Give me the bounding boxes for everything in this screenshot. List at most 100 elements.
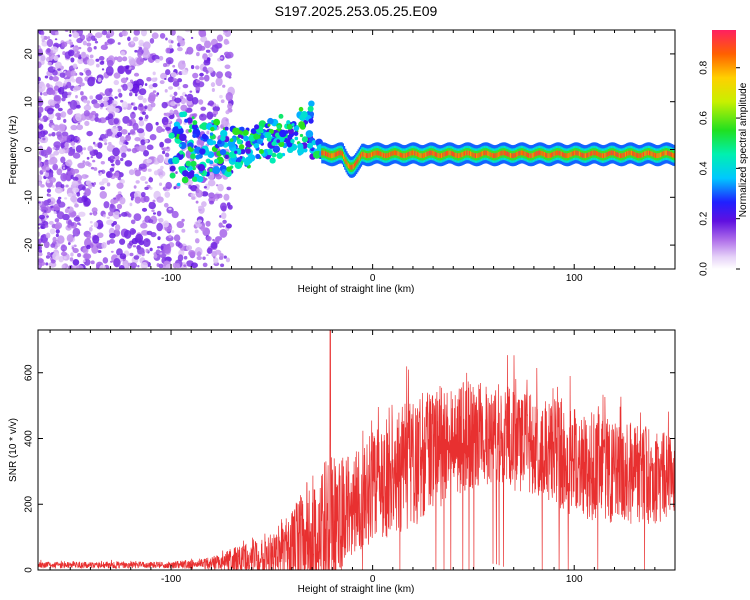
heat-cell	[204, 183, 210, 191]
heat-cell	[108, 99, 113, 104]
heat-cell	[422, 153, 426, 158]
heat-cell	[225, 257, 231, 263]
heat-cell	[661, 151, 664, 157]
heat-cell	[245, 148, 251, 154]
heat-cell	[482, 151, 485, 156]
heat-cell	[109, 238, 115, 244]
heat-cell	[60, 251, 68, 257]
heat-cell	[58, 86, 65, 95]
heat-cell	[219, 94, 223, 99]
heat-cell	[104, 88, 112, 97]
heat-cell	[558, 150, 561, 156]
heat-cell	[117, 88, 122, 93]
heat-cell	[329, 153, 332, 158]
heat-cell	[183, 264, 187, 268]
heat-cell	[207, 179, 216, 187]
heat-cell	[148, 201, 154, 207]
heat-cell	[210, 82, 216, 88]
heat-cell	[84, 188, 91, 197]
heat-cell	[134, 49, 138, 53]
heat-cell	[75, 95, 78, 99]
heat-cell	[607, 151, 611, 157]
heat-cell	[106, 216, 111, 219]
heat-cell	[57, 68, 61, 71]
heat-cell	[115, 159, 121, 166]
heat-cell	[130, 111, 136, 119]
heat-cell	[195, 79, 201, 84]
heat-cell	[42, 137, 46, 141]
heat-cell	[75, 145, 83, 153]
heat-cell	[428, 150, 432, 156]
heat-cell	[489, 151, 492, 157]
colorbar-gradient	[712, 30, 736, 269]
heat-cell	[39, 162, 43, 167]
heat-cell	[361, 151, 364, 157]
heat-cell	[149, 133, 157, 141]
heat-cell	[583, 153, 586, 159]
heat-cell	[142, 41, 151, 50]
heat-cell	[205, 220, 211, 227]
heat-cell	[184, 139, 188, 143]
heat-cell	[120, 157, 124, 162]
heat-cell	[477, 153, 480, 158]
heat-cell	[619, 153, 623, 159]
heat-cell	[41, 38, 45, 43]
heat-cell	[38, 48, 43, 54]
heat-cell	[237, 134, 242, 138]
heat-cell	[93, 221, 99, 228]
heat-cell	[307, 105, 314, 112]
heat-cell	[271, 152, 277, 158]
heat-cell	[76, 222, 81, 226]
heat-cell	[546, 153, 549, 158]
heat-cell	[196, 175, 204, 183]
heat-cell	[299, 133, 304, 138]
heat-cell	[38, 231, 41, 237]
heat-cell	[328, 152, 331, 158]
heat-cell	[113, 158, 116, 161]
heat-cell	[67, 242, 71, 246]
heat-cell	[200, 36, 208, 43]
heat-cell	[611, 150, 614, 156]
heat-cell	[327, 152, 330, 158]
heat-cell	[434, 151, 438, 157]
heat-cell	[38, 98, 44, 107]
heat-cell	[71, 78, 76, 83]
heat-cell	[640, 152, 643, 158]
heat-cell	[194, 229, 199, 234]
heat-cell	[218, 222, 223, 228]
heat-cell	[129, 79, 134, 83]
heat-cell	[669, 151, 672, 157]
heat-cell	[229, 138, 234, 143]
heat-cell	[454, 152, 457, 158]
heat-cell	[95, 58, 100, 62]
heat-cell	[53, 94, 61, 102]
heat-cell	[165, 263, 172, 269]
heat-cell	[177, 125, 182, 129]
heat-cell	[73, 53, 80, 58]
heat-cell	[47, 193, 52, 197]
heat-cell	[124, 160, 133, 167]
heat-cell	[116, 182, 124, 189]
heat-cell	[89, 54, 94, 59]
heat-cell	[278, 129, 287, 138]
heat-cell	[375, 150, 378, 156]
heat-cell	[503, 150, 507, 156]
heat-cell	[128, 92, 133, 97]
heat-cell	[479, 152, 482, 157]
heat-cell	[120, 212, 128, 217]
spectrogram-xlabel: Height of straight line (km)	[298, 284, 415, 295]
heat-cell	[501, 150, 504, 156]
heat-cell	[91, 110, 97, 116]
heat-cell	[542, 151, 545, 157]
heat-cell	[405, 152, 409, 158]
heat-cell	[444, 151, 447, 157]
colorbar-tick-label: 0.2	[699, 211, 710, 225]
heat-cell	[95, 63, 100, 68]
heat-cell	[351, 164, 354, 170]
heat-cell	[203, 185, 207, 189]
heat-cell	[118, 213, 122, 218]
heat-cell	[298, 106, 304, 112]
heat-cell	[92, 235, 100, 244]
